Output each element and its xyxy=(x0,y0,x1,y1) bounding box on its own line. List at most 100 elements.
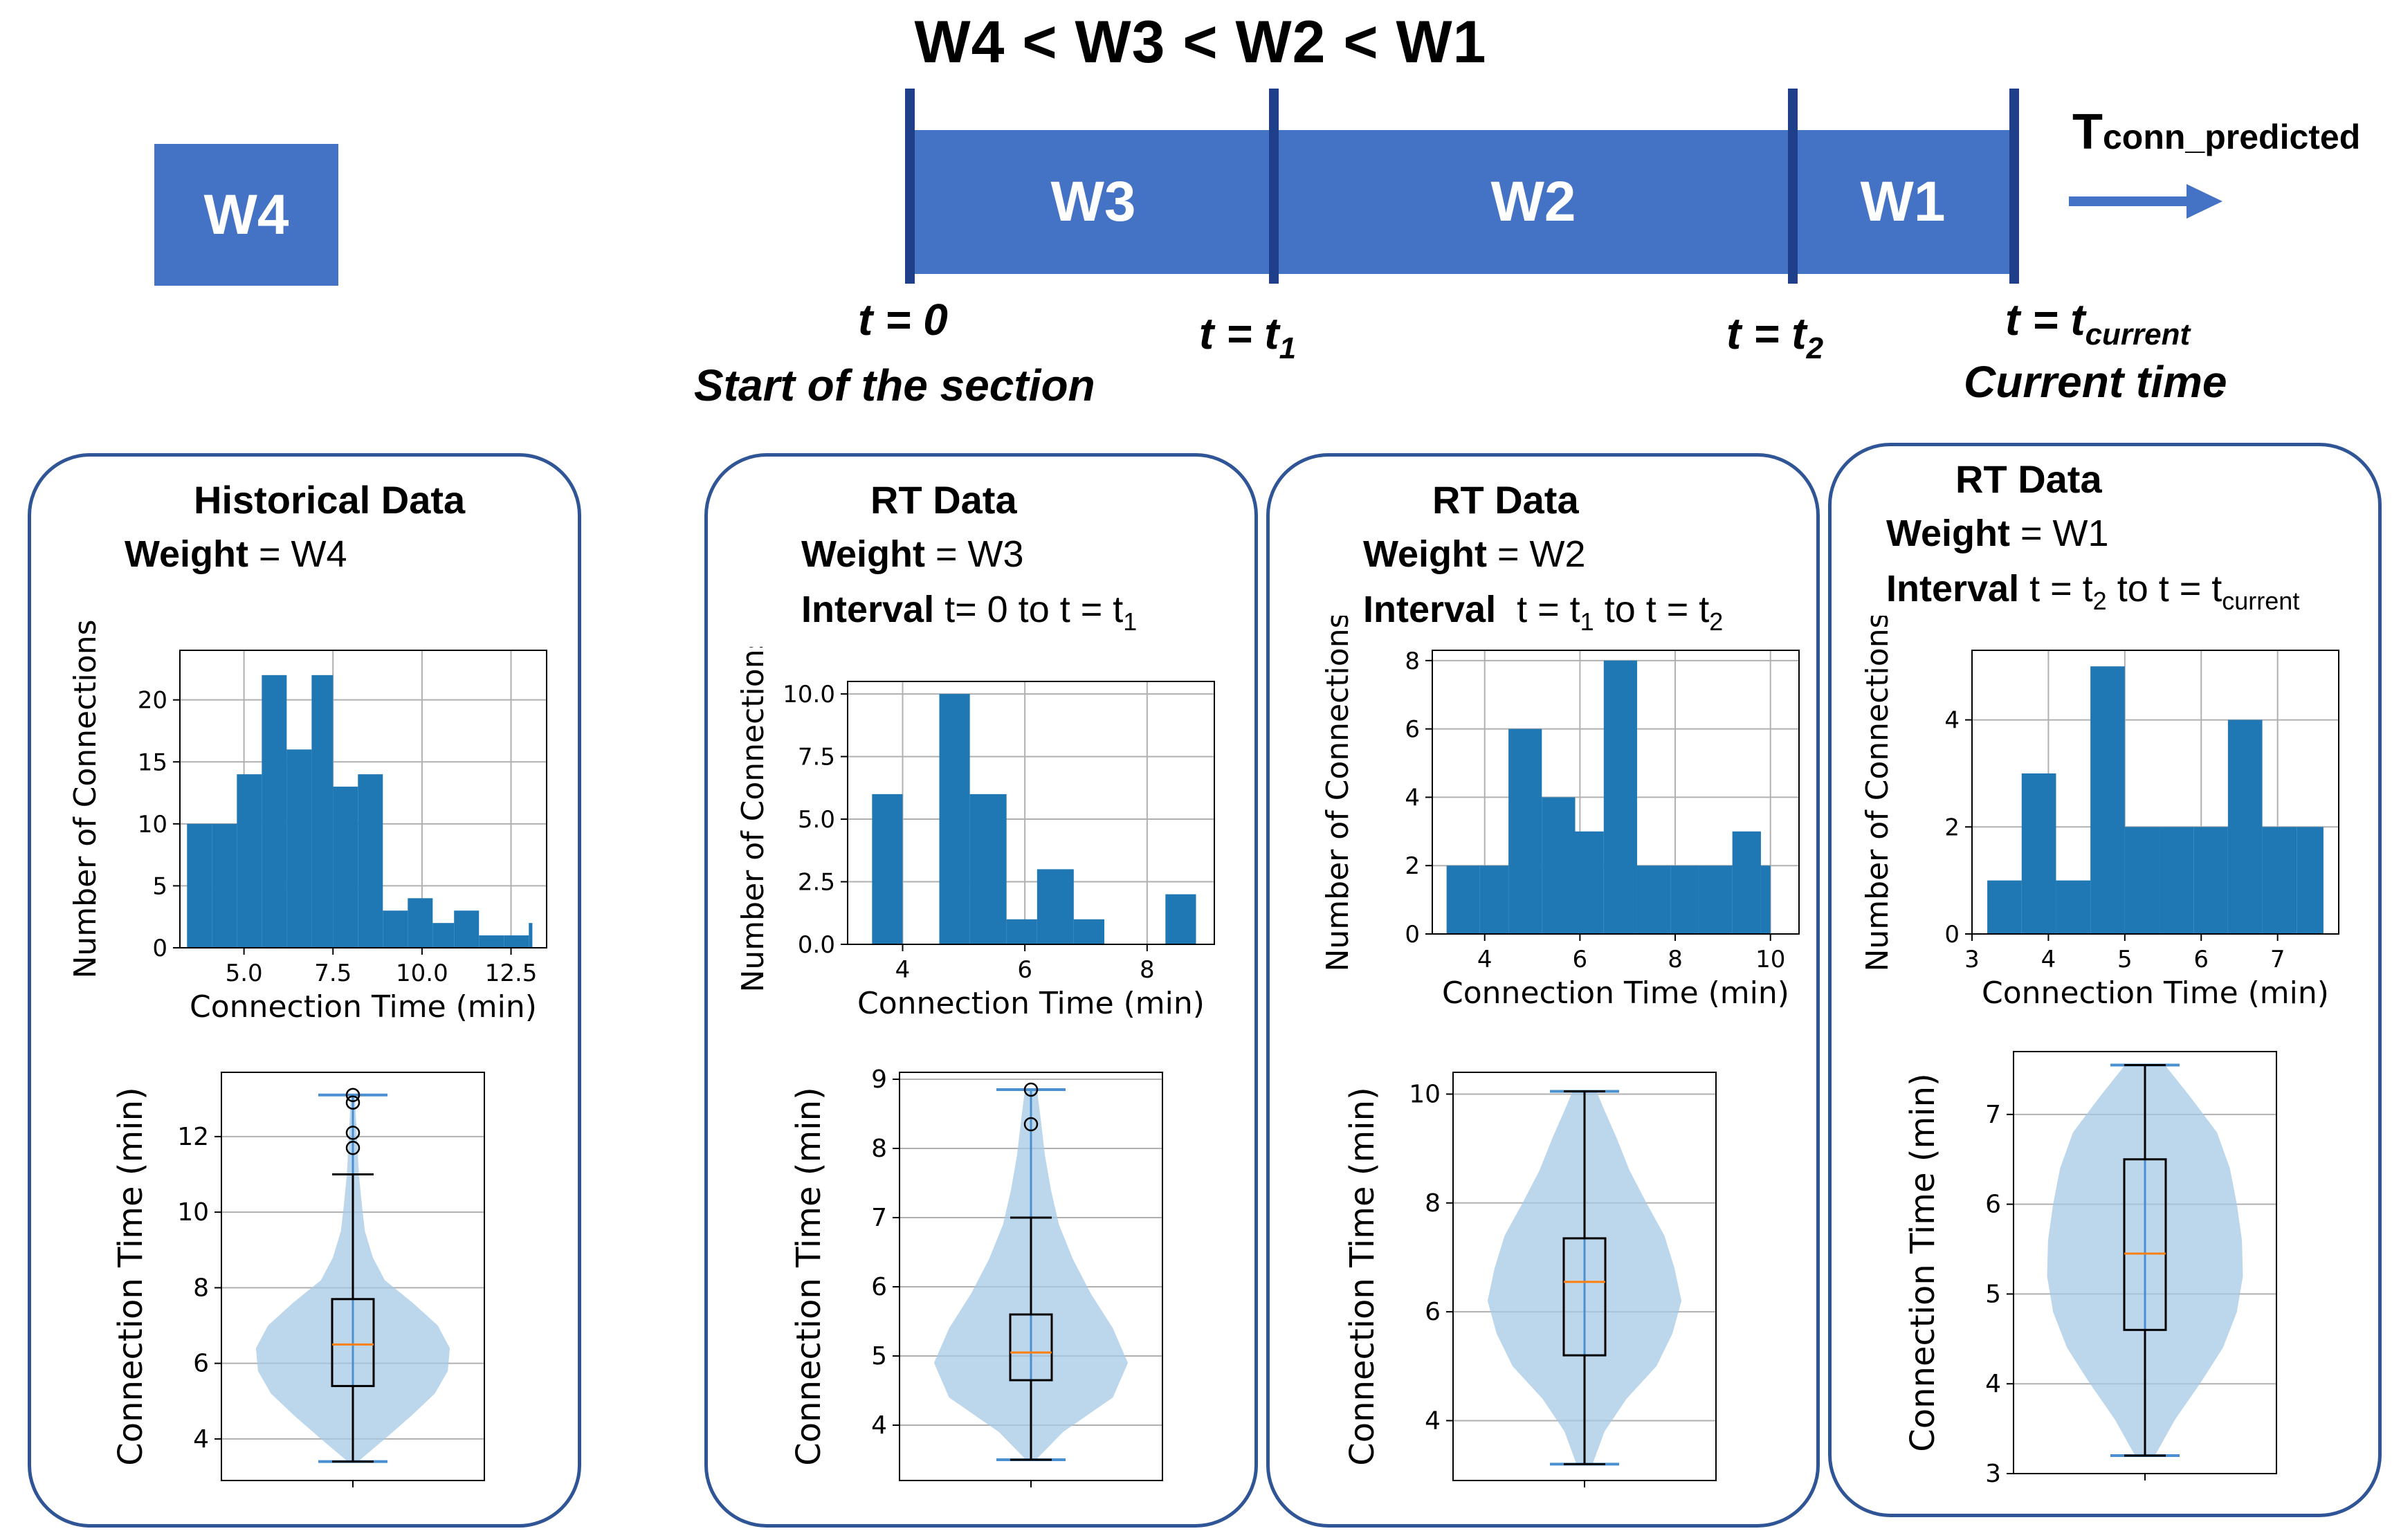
histogram-bar xyxy=(1073,919,1104,944)
interval-mid: to t = t xyxy=(2106,568,2222,609)
y-tick-label: 4 xyxy=(1944,707,1960,735)
histogram-bar xyxy=(262,675,287,948)
weight-label: Weight xyxy=(801,533,925,575)
y-tick-label: 5.0 xyxy=(798,806,835,834)
y-axis-label: Connection Time (min) xyxy=(1343,1087,1382,1466)
x-tick-label: 10 xyxy=(1755,946,1785,973)
predicted-label: Tconn_predicted xyxy=(2072,104,2360,161)
plot-frame xyxy=(1432,650,1800,935)
y-tick-label: 8 xyxy=(193,1274,209,1302)
y-axis-label: Number of Connections xyxy=(1320,616,1355,972)
y-tick-label: 6 xyxy=(1425,1298,1441,1326)
weight-value: = W4 xyxy=(259,533,347,575)
interval-label: Interval xyxy=(1363,589,1497,630)
histogram-bar xyxy=(872,794,903,944)
violin-chart: 3 4 5 6 7 Connection Time (min) xyxy=(1904,1051,2277,1488)
y-tick-label: 8 xyxy=(1425,1189,1441,1218)
interval-mid: to t = t xyxy=(1594,589,1710,630)
y-tick-label: 15 xyxy=(138,749,167,776)
interval-label: Interval xyxy=(1886,568,2020,609)
y-axis-label: Number of Connections xyxy=(1860,616,1895,972)
y-tick-label: 4 xyxy=(1405,784,1420,812)
x-axis-label: Connection Time (min) xyxy=(1982,975,2329,1011)
histogram-bar xyxy=(333,787,358,948)
histogram-chart: 5.0 7.5 10.0 12.5 0 5 10 15 20 Connection Time (m… xyxy=(68,619,547,1025)
weight-label: Weight xyxy=(1886,513,2010,554)
weight-value: = W2 xyxy=(1497,533,1586,575)
y-tick-label: 7 xyxy=(871,1204,887,1232)
histogram-bar xyxy=(479,935,504,948)
histogram-bar xyxy=(1636,865,1671,934)
time-marker-t1: t = t1 xyxy=(1199,308,1296,366)
histogram-bar xyxy=(1479,865,1509,934)
y-tick-label: 0 xyxy=(1405,921,1420,948)
x-tick-label: 6 xyxy=(1017,956,1032,984)
segment-w2: W2 xyxy=(1275,130,1792,274)
histogram-bar xyxy=(529,923,533,948)
histogram-bar xyxy=(2297,827,2324,934)
violin-chart: 4 5 6 7 8 9 Connection Time (min) xyxy=(789,1065,1163,1487)
violin-chart: 4 6 8 10 Connection Time (min) xyxy=(1343,1072,1717,1487)
histogram-bar xyxy=(1037,869,1074,944)
divider-t1 xyxy=(1269,89,1279,284)
y-tick-label: 4 xyxy=(1425,1406,1441,1435)
interval-sub: 1 xyxy=(1580,607,1594,636)
y-axis-label: Connection Time (min) xyxy=(111,1087,150,1466)
y-tick-label: 4 xyxy=(1985,1370,2001,1398)
histogram-bar xyxy=(504,935,529,948)
y-tick-label: 6 xyxy=(871,1273,887,1301)
x-axis-label: Connection Time (min) xyxy=(190,989,537,1025)
x-tick-label: 4 xyxy=(1477,946,1492,973)
y-tick-label: 4 xyxy=(871,1411,887,1440)
y-tick-label: 7 xyxy=(1985,1101,2001,1129)
histogram-bar xyxy=(969,794,1007,944)
interval-label: Interval xyxy=(801,589,935,630)
panel-title: RT Data xyxy=(1432,478,1579,522)
weight-label: Weight xyxy=(1363,533,1487,575)
time-marker-sub: current xyxy=(2085,317,2191,351)
histogram-bar xyxy=(1165,894,1196,944)
x-tick-label: 7 xyxy=(2270,946,2285,973)
y-tick-label: 0 xyxy=(1944,921,1960,948)
outlier-point xyxy=(345,1095,360,1110)
time-marker-t0: t = 0 xyxy=(858,294,948,345)
histogram-bar xyxy=(1575,831,1604,934)
histogram-bar xyxy=(237,774,262,948)
y-tick-label: 0.0 xyxy=(798,931,835,959)
histogram-bar xyxy=(187,823,212,948)
plot-frame xyxy=(1971,650,2339,935)
y-axis-label: Number of Connections xyxy=(736,647,771,993)
y-tick-label: 10 xyxy=(138,811,167,838)
outlier-point xyxy=(1023,1117,1039,1132)
y-tick-label: 2 xyxy=(1944,814,1960,841)
interval-text: t = t xyxy=(2029,568,2093,609)
histogram-bar xyxy=(408,898,433,948)
panel-weight: Weight = W4 xyxy=(125,533,347,576)
histogram-bar xyxy=(1987,880,2022,934)
panel-interval: Interval t = t2 to t = tcurrent xyxy=(1886,567,2299,616)
x-tick-label: 10.0 xyxy=(396,960,448,987)
x-tick-label: 4 xyxy=(895,956,911,984)
box-iqr xyxy=(1562,1237,1607,1357)
interval-text: t = t xyxy=(1517,589,1580,630)
caption-start-of-section: Start of the section xyxy=(694,360,1095,410)
x-tick-label: 3 xyxy=(1964,946,1980,973)
caption-current-time: Current time xyxy=(1964,357,2227,407)
histogram-bar xyxy=(454,910,480,948)
y-tick-label: 9 xyxy=(871,1065,887,1094)
box-iqr xyxy=(331,1298,375,1387)
y-tick-label: 5 xyxy=(871,1342,887,1371)
arrow-right-icon xyxy=(2069,184,2222,219)
panel-weight: Weight = W3 xyxy=(801,533,1024,576)
interval-sub: current xyxy=(2222,586,2300,615)
y-tick-label: 6 xyxy=(193,1350,209,1378)
x-tick-label: 6 xyxy=(2193,946,2209,973)
x-tick-label: 8 xyxy=(1668,946,1683,973)
y-tick-label: 4 xyxy=(193,1425,209,1454)
x-tick-label: 4 xyxy=(2041,946,2056,973)
x-axis-label: Connection Time (min) xyxy=(857,986,1205,1021)
box-iqr xyxy=(1009,1313,1053,1382)
y-tick-label: 5 xyxy=(152,872,167,900)
